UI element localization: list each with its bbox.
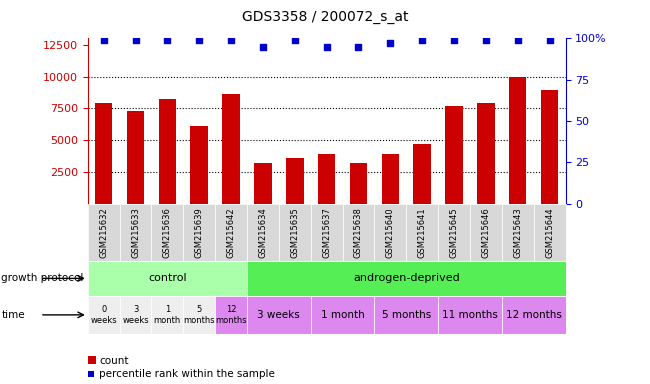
Bar	[190, 126, 208, 204]
Bar	[413, 144, 431, 204]
Text: GSM215646: GSM215646	[482, 207, 490, 258]
Point	[354, 43, 364, 50]
Bar	[88, 296, 120, 334]
Bar	[374, 296, 438, 334]
Text: GSM215640: GSM215640	[386, 207, 395, 258]
Point	[257, 43, 268, 50]
Text: GSM215642: GSM215642	[227, 207, 235, 258]
Text: 5
months: 5 months	[183, 305, 215, 324]
Point	[162, 37, 173, 43]
Bar	[159, 99, 176, 204]
Bar	[438, 204, 470, 261]
Bar	[343, 204, 374, 261]
Bar	[350, 163, 367, 204]
Text: GSM215635: GSM215635	[291, 207, 299, 258]
Bar	[382, 154, 399, 204]
Point	[481, 37, 491, 43]
Bar	[247, 296, 311, 334]
Point	[512, 37, 523, 43]
Point	[194, 37, 204, 43]
Point	[385, 40, 395, 46]
Bar	[215, 204, 247, 261]
Bar	[247, 261, 566, 296]
Bar	[95, 103, 112, 204]
Text: GSM215638: GSM215638	[354, 207, 363, 258]
Text: 1 month: 1 month	[320, 310, 365, 320]
Bar	[88, 261, 247, 296]
Text: 12
months: 12 months	[215, 305, 247, 324]
Bar	[286, 158, 304, 204]
Text: count: count	[99, 356, 129, 366]
Text: 11 months: 11 months	[442, 310, 498, 320]
Text: time: time	[1, 310, 25, 320]
Text: GSM215641: GSM215641	[418, 207, 426, 258]
Text: androgen-deprived: androgen-deprived	[353, 273, 460, 283]
Text: GSM215645: GSM215645	[450, 207, 458, 258]
Text: percentile rank within the sample: percentile rank within the sample	[99, 369, 276, 379]
Bar	[374, 204, 406, 261]
Point	[226, 37, 237, 43]
Bar	[445, 106, 463, 204]
Text: GSM215636: GSM215636	[163, 207, 172, 258]
Bar	[311, 296, 374, 334]
Bar	[311, 204, 343, 261]
Text: GSM215639: GSM215639	[195, 207, 203, 258]
Point	[130, 37, 141, 43]
Text: 5 months: 5 months	[382, 310, 431, 320]
Text: GSM215643: GSM215643	[514, 207, 522, 258]
Bar	[183, 204, 215, 261]
Bar	[88, 204, 120, 261]
Point	[544, 37, 554, 43]
Point	[99, 37, 109, 43]
Bar	[541, 91, 558, 204]
Bar	[151, 296, 183, 334]
Bar	[222, 94, 240, 204]
Text: GSM215634: GSM215634	[259, 207, 267, 258]
Bar	[120, 296, 151, 334]
Point	[448, 37, 459, 43]
Bar	[279, 204, 311, 261]
Bar	[534, 204, 566, 261]
Text: growth protocol: growth protocol	[1, 273, 84, 283]
Bar	[215, 296, 247, 334]
Point	[321, 43, 332, 50]
Bar	[120, 204, 151, 261]
Text: 0
weeks: 0 weeks	[90, 305, 117, 324]
Bar	[502, 296, 566, 334]
Bar	[509, 76, 527, 204]
Text: GSM215644: GSM215644	[545, 207, 554, 258]
Bar	[183, 296, 215, 334]
Text: GSM215637: GSM215637	[322, 207, 331, 258]
Bar	[247, 204, 279, 261]
Bar	[477, 103, 495, 204]
Bar	[254, 163, 272, 204]
Text: GSM215632: GSM215632	[99, 207, 108, 258]
Text: 12 months: 12 months	[506, 310, 562, 320]
Text: GDS3358 / 200072_s_at: GDS3358 / 200072_s_at	[242, 10, 408, 24]
Bar	[127, 111, 144, 204]
Point	[417, 37, 428, 43]
Bar	[470, 204, 502, 261]
Bar	[438, 296, 502, 334]
Bar	[502, 204, 534, 261]
Text: 3 weeks: 3 weeks	[257, 310, 300, 320]
Bar	[151, 204, 183, 261]
Text: 1
month: 1 month	[154, 305, 181, 324]
Bar	[406, 204, 438, 261]
Text: control: control	[148, 273, 187, 283]
Text: GSM215633: GSM215633	[131, 207, 140, 258]
Bar	[318, 154, 335, 204]
Text: 3
weeks: 3 weeks	[122, 305, 149, 324]
Point	[289, 37, 300, 43]
